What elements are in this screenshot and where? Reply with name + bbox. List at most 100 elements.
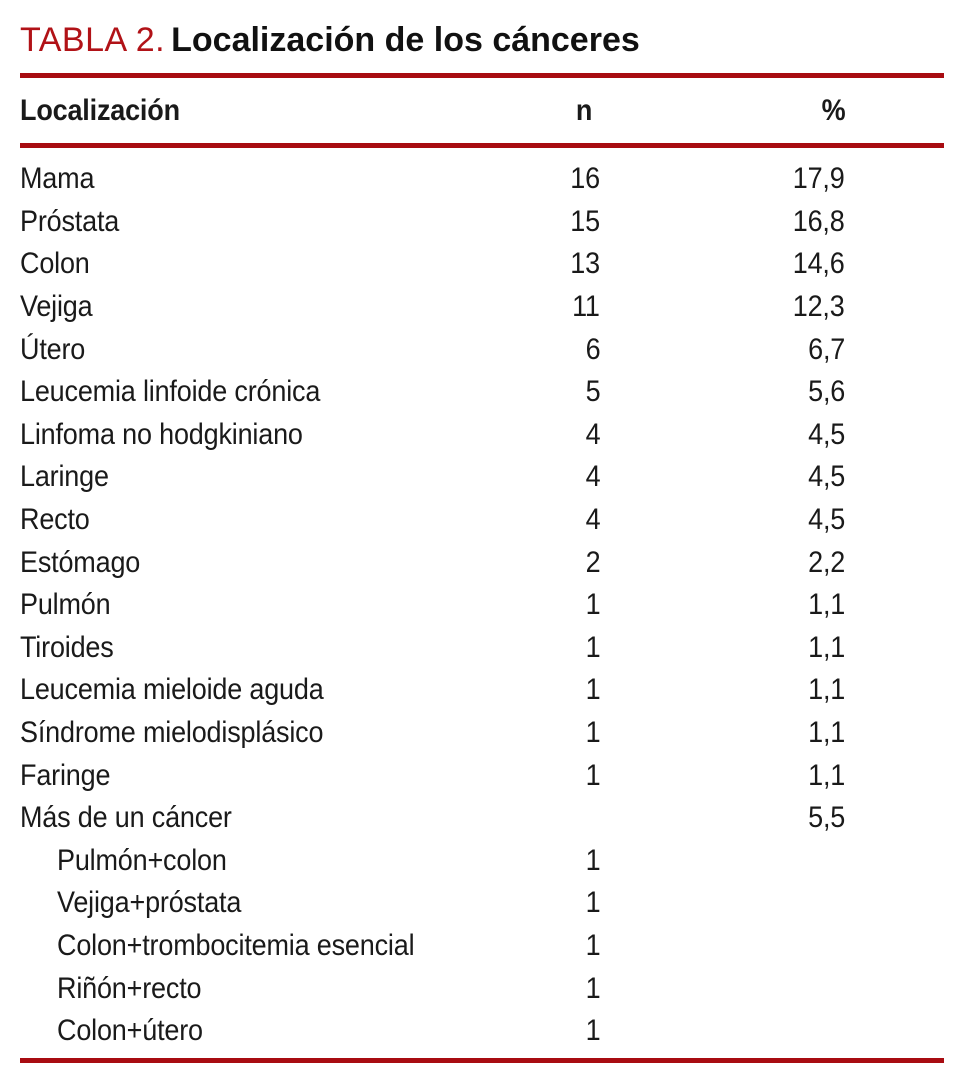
cell-pct-text: 1,1 [808,630,845,664]
table-title-text: Localización de los cánceres [171,21,640,59]
cell-localizacion-text: Faringe [20,758,111,792]
cell-localizacion: Vejiga [20,290,480,324]
cell-n-text: 16 [570,162,600,196]
column-header-n: n [480,94,600,128]
cell-n-text: 1 [585,716,600,750]
cell-localizacion: Colon+trombocitemia esencial [20,929,480,963]
cell-localizacion: Síndrome mielodisplásico [20,716,480,750]
cell-pct: 5,5 [600,801,845,835]
cell-pct: 4,5 [600,503,845,537]
cell-n-text: 1 [585,971,600,1005]
cell-localizacion: Linfoma no hodgkiniano [20,418,480,452]
column-header-pct-label: % [821,93,845,127]
cell-n-text: 1 [585,758,600,792]
cell-pct: 6,7 [600,333,845,367]
column-header-localizacion-label: Localización [20,93,180,127]
cell-n-text: 1 [585,1014,600,1048]
cell-localizacion-text: Vejiga [20,290,93,324]
cell-n-text: 1 [585,843,600,877]
table-row: Vejiga+próstata 1 [20,882,944,925]
cell-pct-text: 6,7 [808,332,845,366]
table-row: Útero 6 6,7 [20,328,944,371]
cell-localizacion: Riñón+recto [20,972,480,1006]
cell-pct: 1,1 [600,673,845,707]
cell-n-text: 4 [585,460,600,494]
table-row: Síndrome mielodisplásico 1 1,1 [20,712,944,755]
column-header-pct: % [600,94,845,128]
cell-pct [600,844,845,878]
cell-pct-text: 1,1 [808,673,845,707]
cell-localizacion: Leucemia mieloide aguda [20,673,480,707]
table-row: Mama 16 17,9 [20,158,944,201]
cell-localizacion: Próstata [20,205,480,239]
top-rule [20,73,944,78]
cell-n-text: 1 [585,928,600,962]
cell-localizacion: Faringe [20,759,480,793]
cell-n-text: 4 [585,417,600,451]
table-row: Laringe 4 4,5 [20,456,944,499]
cell-n-text: 2 [585,545,600,579]
table-header-row: Localización n % [20,78,944,143]
cell-localizacion-text: Leucemia mieloide aguda [20,673,324,707]
cell-n: 4 [480,503,600,537]
table-row: Tiroides 1 1,1 [20,627,944,670]
cell-n: 1 [480,631,600,665]
cell-n: 1 [480,716,600,750]
cell-localizacion-text: Pulmón+colon [57,843,227,877]
table-row: Colon 13 14,6 [20,243,944,286]
cell-n-text: 15 [570,204,600,238]
cell-pct: 16,8 [600,205,845,239]
cell-n: 15 [480,205,600,239]
cell-pct-text: 5,6 [808,375,845,409]
column-header-n-label: n [575,93,593,127]
table-number-label: TABLA 2. [20,21,166,59]
cell-n: 1 [480,844,600,878]
cell-pct-text: 1,1 [808,588,845,622]
cell-pct: 12,3 [600,290,845,324]
cell-localizacion-text: Recto [20,503,90,537]
table-row: Leucemia linfoide crónica 5 5,6 [20,371,944,414]
cell-pct: 5,6 [600,375,845,409]
cell-pct: 1,1 [600,759,845,793]
cell-localizacion: Colon [20,247,480,281]
cell-pct-text: 1,1 [808,758,845,792]
table-row: Colon+trombocitemia esencial 1 [20,925,944,968]
cell-pct: 4,5 [600,460,845,494]
cell-n: 16 [480,162,600,196]
cell-n-text: 1 [585,886,600,920]
cell-localizacion-text: Leucemia linfoide crónica [20,375,321,409]
cell-pct [600,886,845,920]
cell-n-text: 1 [585,630,600,664]
cell-n: 1 [480,886,600,920]
cell-localizacion: Útero [20,333,480,367]
cell-pct-text: 5,5 [808,801,845,835]
cell-localizacion: Pulmón [20,588,480,622]
cell-localizacion-text: Útero [20,332,86,366]
table-row: Recto 4 4,5 [20,499,944,542]
header-rule [20,143,944,148]
cell-pct-text: 12,3 [793,290,845,324]
cell-pct: 2,2 [600,546,845,580]
cell-n: 4 [480,418,600,452]
cell-pct-text: 4,5 [808,460,845,494]
cell-pct: 1,1 [600,716,845,750]
table-row: Riñón+recto 1 [20,967,944,1010]
cell-localizacion: Pulmón+colon [20,844,480,878]
table-row: Faringe 1 1,1 [20,754,944,797]
cell-pct: 1,1 [600,588,845,622]
cell-localizacion: Colon+útero [20,1014,480,1048]
cell-localizacion: Tiroides [20,631,480,665]
cell-n-text: 11 [572,290,600,324]
cell-pct: 4,5 [600,418,845,452]
cell-localizacion-text: Colon [20,247,90,281]
cell-n: 11 [480,290,600,324]
cell-localizacion: Leucemia linfoide crónica [20,375,480,409]
cell-localizacion-text: Síndrome mielodisplásico [20,716,324,750]
cell-pct [600,1014,845,1048]
cell-n-text: 6 [585,332,600,366]
bottom-rule [20,1058,944,1064]
cell-localizacion-text: Pulmón [20,588,111,622]
cell-localizacion: Vejiga+próstata [20,886,480,920]
cell-n: 1 [480,759,600,793]
